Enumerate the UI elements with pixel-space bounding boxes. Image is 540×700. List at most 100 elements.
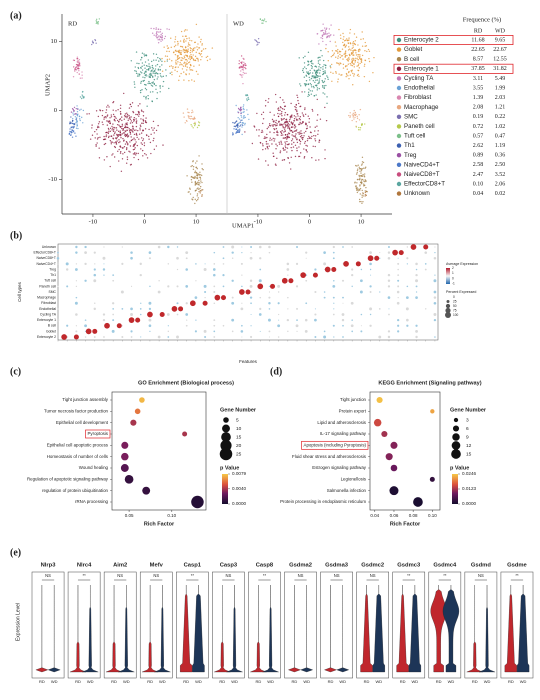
umap-point — [308, 137, 311, 139]
umap-point — [180, 51, 182, 54]
y-tick-label: NaiveCD8+T — [36, 256, 56, 260]
background-dot — [268, 245, 271, 249]
umap-point — [320, 29, 323, 32]
umap-point — [126, 113, 129, 116]
umap-point — [144, 152, 146, 155]
background-dot — [249, 296, 253, 299]
umap-point — [339, 51, 341, 53]
umap-point — [265, 99, 267, 102]
background-dot — [434, 246, 436, 248]
umap-point — [159, 73, 161, 75]
umap-point — [262, 111, 265, 114]
umap-point — [359, 200, 361, 203]
background-dot — [140, 302, 142, 304]
umap-point — [195, 176, 197, 179]
umap-point — [342, 58, 344, 60]
umap-point — [348, 48, 351, 50]
gene-label: Gsdmc4 — [433, 563, 457, 569]
umap-point — [280, 131, 282, 133]
umap-point — [341, 55, 344, 57]
umap-point — [242, 82, 244, 85]
umap-point — [120, 113, 122, 115]
umap-point — [330, 34, 332, 36]
umap-point — [153, 78, 156, 81]
umap-point — [363, 176, 366, 178]
y-tick-label: rRNA processing — [75, 499, 109, 504]
umap-point — [312, 63, 314, 65]
umap-point — [201, 195, 203, 197]
gene-label: Casp3 — [220, 563, 238, 569]
background-dot — [286, 268, 290, 271]
umap-point — [157, 36, 159, 38]
umap-point — [72, 108, 75, 111]
background-dot — [296, 246, 299, 248]
umap-point — [324, 67, 327, 69]
umap-point — [77, 60, 79, 62]
umap-point — [117, 134, 120, 136]
umap-point — [158, 38, 161, 40]
background-dot — [222, 263, 225, 265]
legend-tick: 20 — [236, 443, 242, 449]
x-axis-label: Rich Factor — [144, 521, 175, 527]
umap-point — [309, 82, 312, 85]
background-dot — [406, 263, 409, 265]
background-dot — [314, 336, 317, 338]
umap-point — [307, 60, 309, 62]
y-tick-label: EffectorCD8+T — [34, 251, 56, 255]
umap-point — [290, 129, 293, 132]
table-row-name: Paneth cell — [404, 123, 435, 130]
umap-point — [306, 72, 309, 75]
violin — [372, 585, 385, 673]
umap-point — [95, 144, 97, 146]
umap-point — [156, 37, 158, 39]
umap-point — [266, 133, 268, 136]
umap-point — [72, 112, 74, 114]
umap-point — [180, 63, 182, 65]
umap-point — [119, 145, 121, 147]
umap-point — [78, 61, 81, 64]
umap-point — [195, 51, 197, 54]
umap-point — [254, 39, 256, 41]
umap-point — [267, 148, 269, 150]
umap-point — [189, 49, 192, 52]
umap-point — [120, 137, 122, 139]
umap-point — [149, 91, 152, 93]
umap-point — [183, 40, 185, 42]
umap-point — [327, 78, 329, 81]
background-dot — [379, 291, 381, 293]
umap-point — [303, 115, 305, 117]
umap-point — [279, 150, 282, 152]
umap-point — [127, 144, 129, 146]
background-dot — [342, 324, 344, 327]
umap-point — [360, 172, 362, 174]
umap-point — [237, 116, 239, 119]
umap-point — [349, 112, 351, 114]
umap-point — [150, 84, 153, 86]
background-dot — [213, 336, 216, 338]
background-dot — [121, 325, 123, 327]
umap-point — [363, 65, 366, 67]
background-dot — [424, 251, 428, 254]
umap-point — [95, 20, 97, 22]
umap-point — [354, 43, 357, 46]
x-tick-label: RD — [292, 679, 298, 684]
umap-point — [165, 69, 167, 71]
umap-point — [327, 51, 329, 53]
umap-point — [191, 198, 193, 200]
table-cell: 0.89 — [473, 153, 484, 159]
umap-point — [357, 73, 359, 76]
umap-point — [339, 56, 342, 59]
background-dot — [212, 268, 216, 271]
umap-point — [306, 151, 308, 153]
background-dot — [287, 330, 289, 333]
background-dot — [167, 245, 170, 249]
umap-point — [237, 111, 240, 114]
significance-label: ** — [515, 573, 519, 578]
background-dot — [241, 336, 243, 338]
umap-point — [324, 157, 326, 160]
umap-point — [139, 74, 141, 76]
umap-point — [273, 124, 275, 126]
umap-point — [337, 55, 340, 57]
umap-point — [136, 120, 138, 122]
y-tick-label: Enterocyte 2 — [37, 335, 56, 339]
